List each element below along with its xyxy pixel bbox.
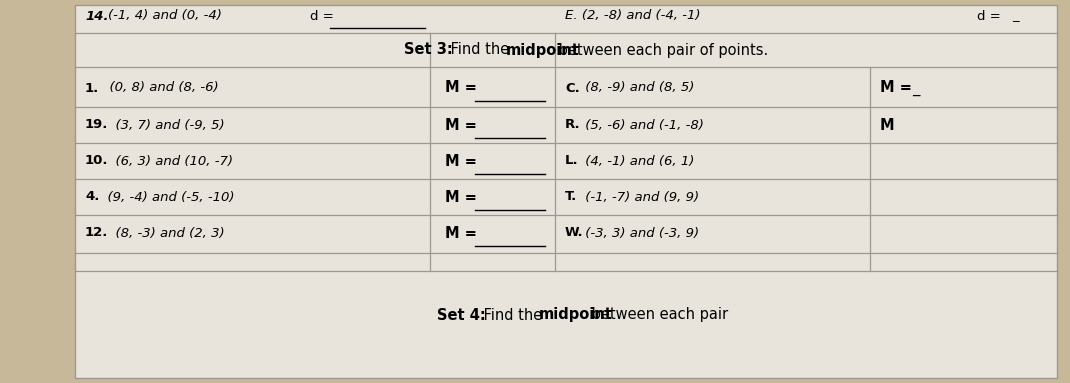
Text: (8, -3) and (2, 3): (8, -3) and (2, 3)	[107, 226, 225, 239]
Text: midpoint: midpoint	[506, 43, 580, 57]
Text: 19.: 19.	[85, 118, 108, 131]
Text: midpoint: midpoint	[539, 308, 613, 322]
Text: (-1, 4) and (0, -4): (-1, 4) and (0, -4)	[108, 10, 221, 23]
Text: (0, 8) and (8, -6): (0, 8) and (8, -6)	[101, 82, 218, 95]
Text: Find the: Find the	[446, 43, 514, 57]
Text: R.: R.	[565, 118, 581, 131]
Text: Set 4:: Set 4:	[437, 308, 491, 322]
Text: d =: d =	[977, 10, 1000, 23]
Text: T.: T.	[565, 190, 577, 203]
Text: 14.: 14.	[85, 10, 108, 23]
Text: M =: M =	[880, 80, 912, 95]
Text: W.: W.	[565, 226, 583, 239]
Text: 10.: 10.	[85, 154, 108, 167]
Text: Set 3:: Set 3:	[404, 43, 458, 57]
Text: 12.: 12.	[85, 226, 108, 239]
Text: C.: C.	[565, 82, 580, 95]
Text: d =: d =	[310, 10, 334, 23]
Text: (6, 3) and (10, -7): (6, 3) and (10, -7)	[107, 154, 233, 167]
Text: 1.: 1.	[85, 82, 100, 95]
Text: M =: M =	[445, 154, 477, 169]
Text: E. (2, -8) and (-4, -1): E. (2, -8) and (-4, -1)	[565, 10, 701, 23]
Text: (4, -1) and (6, 1): (4, -1) and (6, 1)	[581, 154, 694, 167]
Text: (-3, 3) and (-3, 9): (-3, 3) and (-3, 9)	[581, 226, 699, 239]
Text: M =: M =	[445, 118, 477, 133]
Text: 4.: 4.	[85, 190, 100, 203]
Text: (5, -6) and (-1, -8): (5, -6) and (-1, -8)	[581, 118, 704, 131]
Text: (9, -4) and (-5, -10): (9, -4) and (-5, -10)	[100, 190, 234, 203]
Text: (3, 7) and (-9, 5): (3, 7) and (-9, 5)	[107, 118, 225, 131]
Text: Find the: Find the	[479, 308, 547, 322]
Text: (-1, -7) and (9, 9): (-1, -7) and (9, 9)	[581, 190, 699, 203]
Text: (8, -9) and (8, 5): (8, -9) and (8, 5)	[581, 82, 694, 95]
Text: between each pair: between each pair	[587, 308, 728, 322]
Text: M: M	[880, 118, 895, 133]
Text: between each pair of points.: between each pair of points.	[554, 43, 768, 57]
Text: M =: M =	[445, 80, 477, 95]
Text: L.: L.	[565, 154, 579, 167]
Text: M =: M =	[445, 226, 477, 241]
Text: _: _	[912, 80, 919, 95]
Text: _: _	[1012, 10, 1019, 23]
FancyBboxPatch shape	[75, 5, 1057, 378]
Text: M =: M =	[445, 190, 477, 205]
